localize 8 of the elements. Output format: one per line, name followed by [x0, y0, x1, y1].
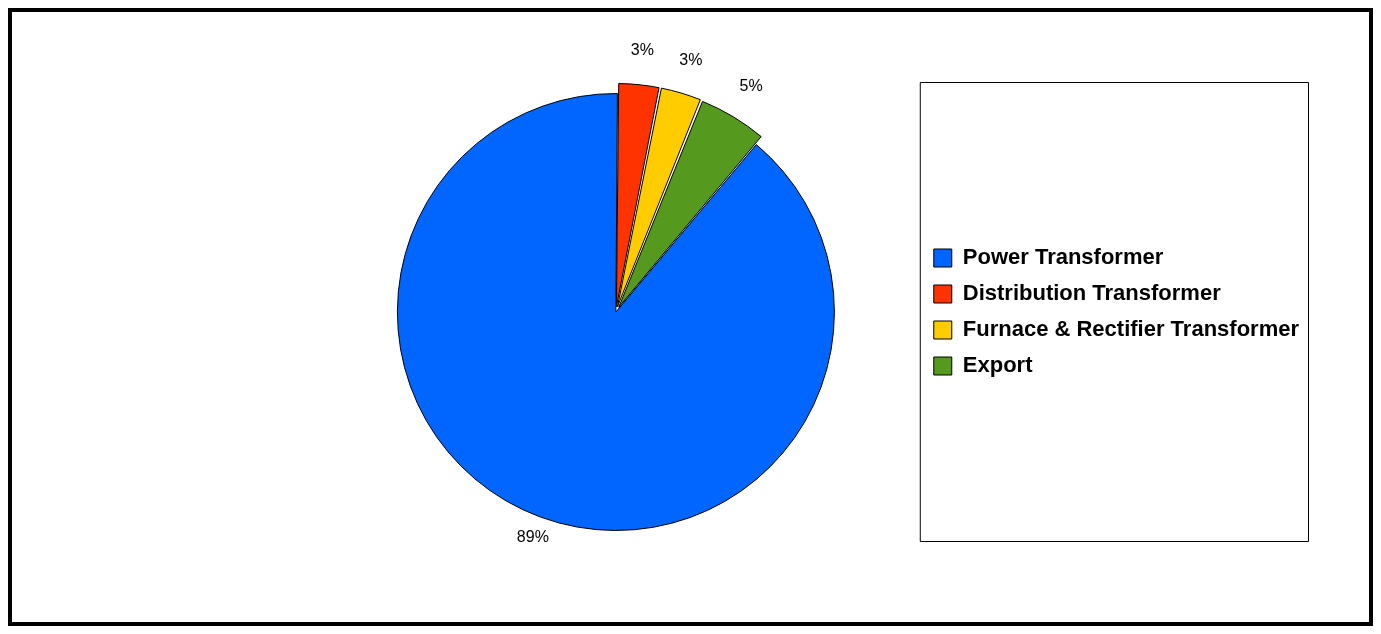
data-label: 89%	[516, 528, 549, 546]
legend-label: Power Transformer	[962, 244, 1164, 270]
data-label: 3%	[679, 50, 703, 68]
legend-label: Furnace & Rectifier Transformer	[962, 316, 1300, 342]
data-label: 5%	[739, 77, 763, 95]
legend-label: Export	[962, 352, 1034, 378]
legend-label: Distribution Transformer	[962, 280, 1222, 306]
data-label: 3%	[630, 41, 654, 59]
